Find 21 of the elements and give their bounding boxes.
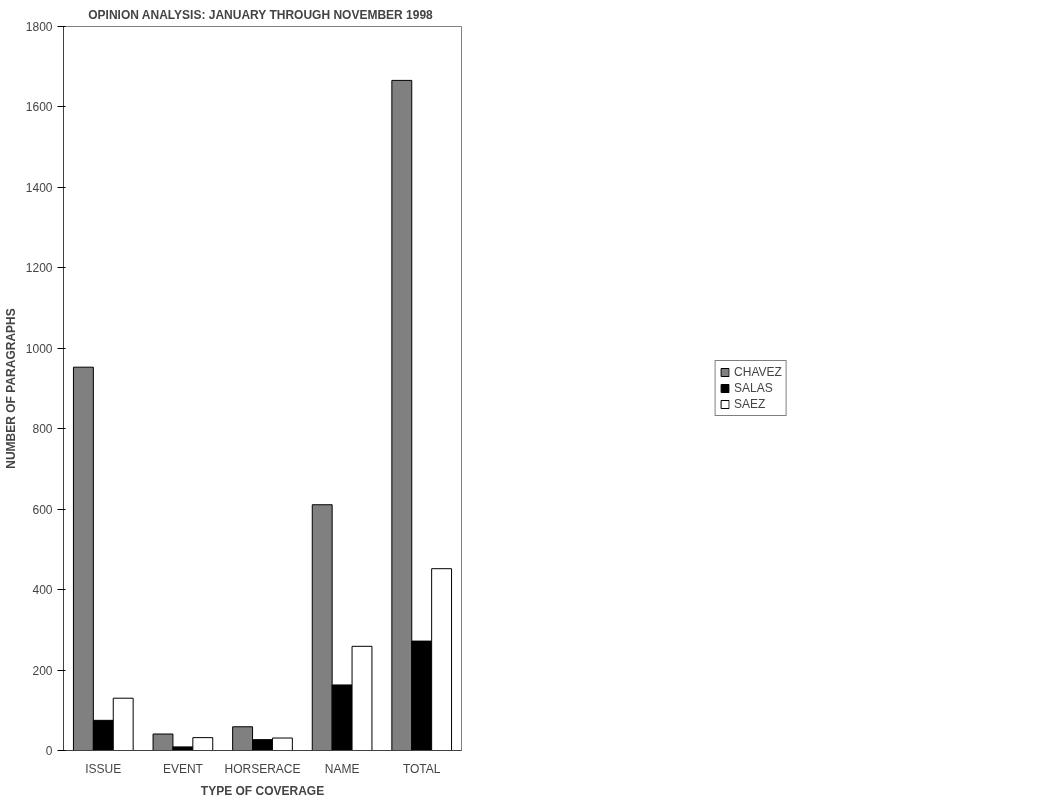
chart-title: OPINION ANALYSIS: JANUARY THROUGH NOVEMBER 1998 bbox=[88, 7, 434, 22]
y-tick-label: 1800 bbox=[25, 20, 53, 34]
x-tick-label: ISSUE bbox=[85, 761, 122, 776]
x-axis-title: TYPE OF COVERAGE bbox=[200, 783, 325, 798]
y-tick-label: 1200 bbox=[25, 261, 53, 276]
y-tick-label: 600 bbox=[32, 502, 53, 517]
legend-label: CHAVEZ bbox=[734, 365, 782, 379]
y-tick-label: 1600 bbox=[25, 100, 53, 115]
x-tick-label: EVENT bbox=[162, 761, 204, 776]
y-tick-label: 800 bbox=[32, 422, 53, 437]
y-tick-label: 200 bbox=[32, 663, 53, 678]
y-tick-label: 1000 bbox=[25, 341, 53, 356]
y-tick-label: 1400 bbox=[25, 180, 53, 195]
x-tick-label: NAME bbox=[324, 761, 360, 776]
y-axis-title: NUMBER OF PARAGRAPHS bbox=[3, 308, 18, 469]
y-tick-label: 0 bbox=[45, 744, 53, 758]
legend-label: SAEZ bbox=[734, 397, 766, 411]
legend-label: SALAS bbox=[734, 381, 773, 395]
y-tick-label: 400 bbox=[32, 583, 53, 598]
x-tick-label: TOTAL bbox=[402, 761, 441, 776]
x-tick-label: HORSERACE bbox=[224, 761, 301, 776]
